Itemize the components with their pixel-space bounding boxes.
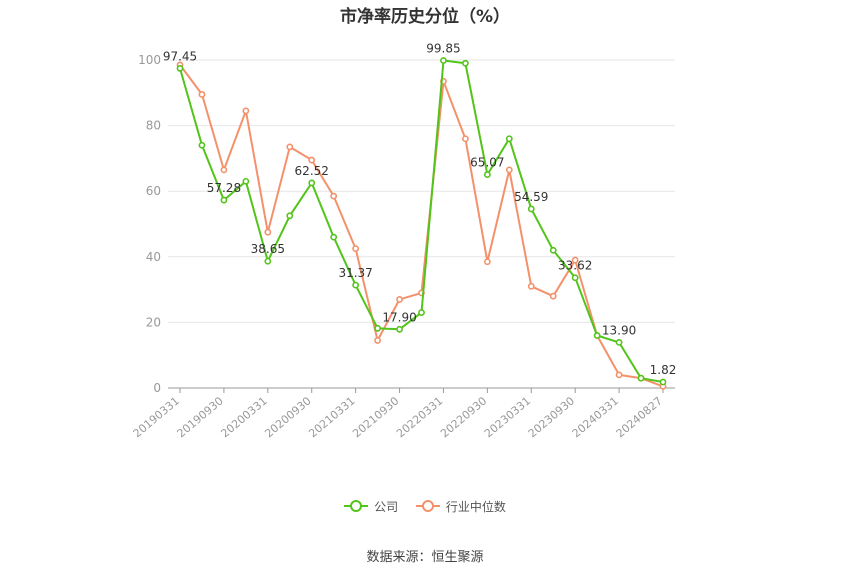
data-point bbox=[286, 212, 294, 220]
x-tick-label: 20220930 bbox=[438, 394, 489, 440]
legend-industry-label: 行业中位数 bbox=[445, 499, 506, 514]
data-point bbox=[505, 135, 513, 143]
y-tick-label: 0 bbox=[153, 381, 161, 395]
data-point bbox=[308, 179, 316, 187]
x-tick-label: 20200930 bbox=[262, 394, 313, 440]
data-point bbox=[440, 57, 447, 64]
data-source: 数据来源：恒生聚源 bbox=[366, 550, 484, 565]
y-tick-label: 20 bbox=[146, 315, 161, 329]
data-label: 65.07 bbox=[470, 156, 504, 170]
data-point bbox=[242, 177, 250, 185]
data-label: 97.45 bbox=[163, 49, 197, 63]
data-point bbox=[396, 325, 403, 333]
series-line bbox=[179, 59, 664, 383]
data-point bbox=[198, 141, 206, 149]
data-point bbox=[220, 196, 228, 204]
data-label: 54.59 bbox=[514, 190, 548, 204]
x-tick-label: 20240827 bbox=[614, 394, 665, 440]
legend-company-swatch bbox=[344, 500, 369, 512]
legend-item-industry[interactable]: 行业中位数 bbox=[415, 498, 506, 515]
data-point bbox=[308, 156, 316, 164]
data-point bbox=[659, 378, 667, 386]
data-label: 1.82 bbox=[650, 363, 677, 377]
data-label: 13.90 bbox=[602, 323, 636, 337]
chart-title: 市净率历史分位（%） bbox=[339, 7, 511, 27]
data-label: 31.37 bbox=[338, 266, 372, 280]
data-point bbox=[264, 228, 272, 236]
data-point bbox=[615, 371, 623, 379]
grid-layer bbox=[168, 59, 675, 323]
data-point bbox=[330, 233, 338, 241]
data-point bbox=[549, 246, 557, 254]
data-point bbox=[571, 256, 579, 264]
data-point bbox=[571, 274, 579, 282]
data-point bbox=[176, 64, 184, 72]
y-tick-label: 100 bbox=[138, 53, 161, 67]
legend: 公司 行业中位数 bbox=[0, 496, 850, 515]
series-layer bbox=[176, 57, 667, 390]
data-label: 99.85 bbox=[426, 41, 460, 55]
data-point bbox=[264, 257, 272, 265]
data-point bbox=[593, 332, 601, 339]
data-label: 57.28 bbox=[207, 181, 241, 195]
x-tick-label: 20200331 bbox=[218, 394, 269, 440]
x-tick-label: 20230331 bbox=[482, 394, 533, 440]
data-point bbox=[220, 166, 228, 174]
data-point bbox=[286, 143, 294, 151]
x-tick-label: 20190331 bbox=[131, 394, 182, 440]
x-tick-label: 20230930 bbox=[526, 394, 577, 440]
legend-industry-swatch bbox=[415, 500, 440, 512]
data-point bbox=[198, 91, 206, 98]
data-point bbox=[637, 374, 645, 382]
data-label: 38.65 bbox=[251, 242, 285, 256]
data-point bbox=[549, 292, 557, 300]
data-point bbox=[527, 282, 535, 290]
x-tick-label: 20210331 bbox=[306, 394, 357, 440]
x-tick-label: 20240331 bbox=[570, 394, 621, 440]
data-point bbox=[374, 324, 381, 332]
axis-layer: 0 20 40 60 80 100 2019033120190930202003312020… bbox=[131, 53, 675, 440]
legend-item-company[interactable]: 公司 bbox=[344, 498, 398, 515]
data-point bbox=[352, 245, 360, 252]
data-point bbox=[483, 258, 491, 266]
data-point bbox=[418, 309, 425, 316]
data-point bbox=[352, 281, 360, 289]
legend-company-label: 公司 bbox=[374, 499, 399, 514]
x-tick-label: 20220331 bbox=[394, 394, 445, 440]
data-point bbox=[242, 107, 250, 115]
data-point bbox=[330, 192, 338, 200]
y-tick-label: 80 bbox=[146, 119, 161, 133]
y-tick-label: 60 bbox=[146, 184, 161, 198]
data-point bbox=[505, 166, 513, 174]
data-point bbox=[462, 59, 469, 67]
data-point bbox=[615, 339, 623, 346]
data-label: 33.62 bbox=[558, 259, 592, 273]
data-point bbox=[462, 135, 469, 143]
data-label: 62.52 bbox=[295, 164, 329, 178]
x-tick-label: 20190930 bbox=[175, 394, 226, 440]
data-point bbox=[483, 171, 491, 178]
series-line bbox=[179, 64, 664, 388]
data-point bbox=[527, 205, 535, 213]
data-label-layer: 97.45 57.28 38.65 62.52 31.37 17.90 99.85 65.07… bbox=[163, 41, 677, 377]
x-tick-label: 20210930 bbox=[350, 394, 401, 440]
y-tick-label: 40 bbox=[146, 250, 161, 264]
data-point bbox=[396, 296, 403, 303]
data-point bbox=[374, 337, 381, 344]
data-label: 17.90 bbox=[382, 310, 416, 324]
